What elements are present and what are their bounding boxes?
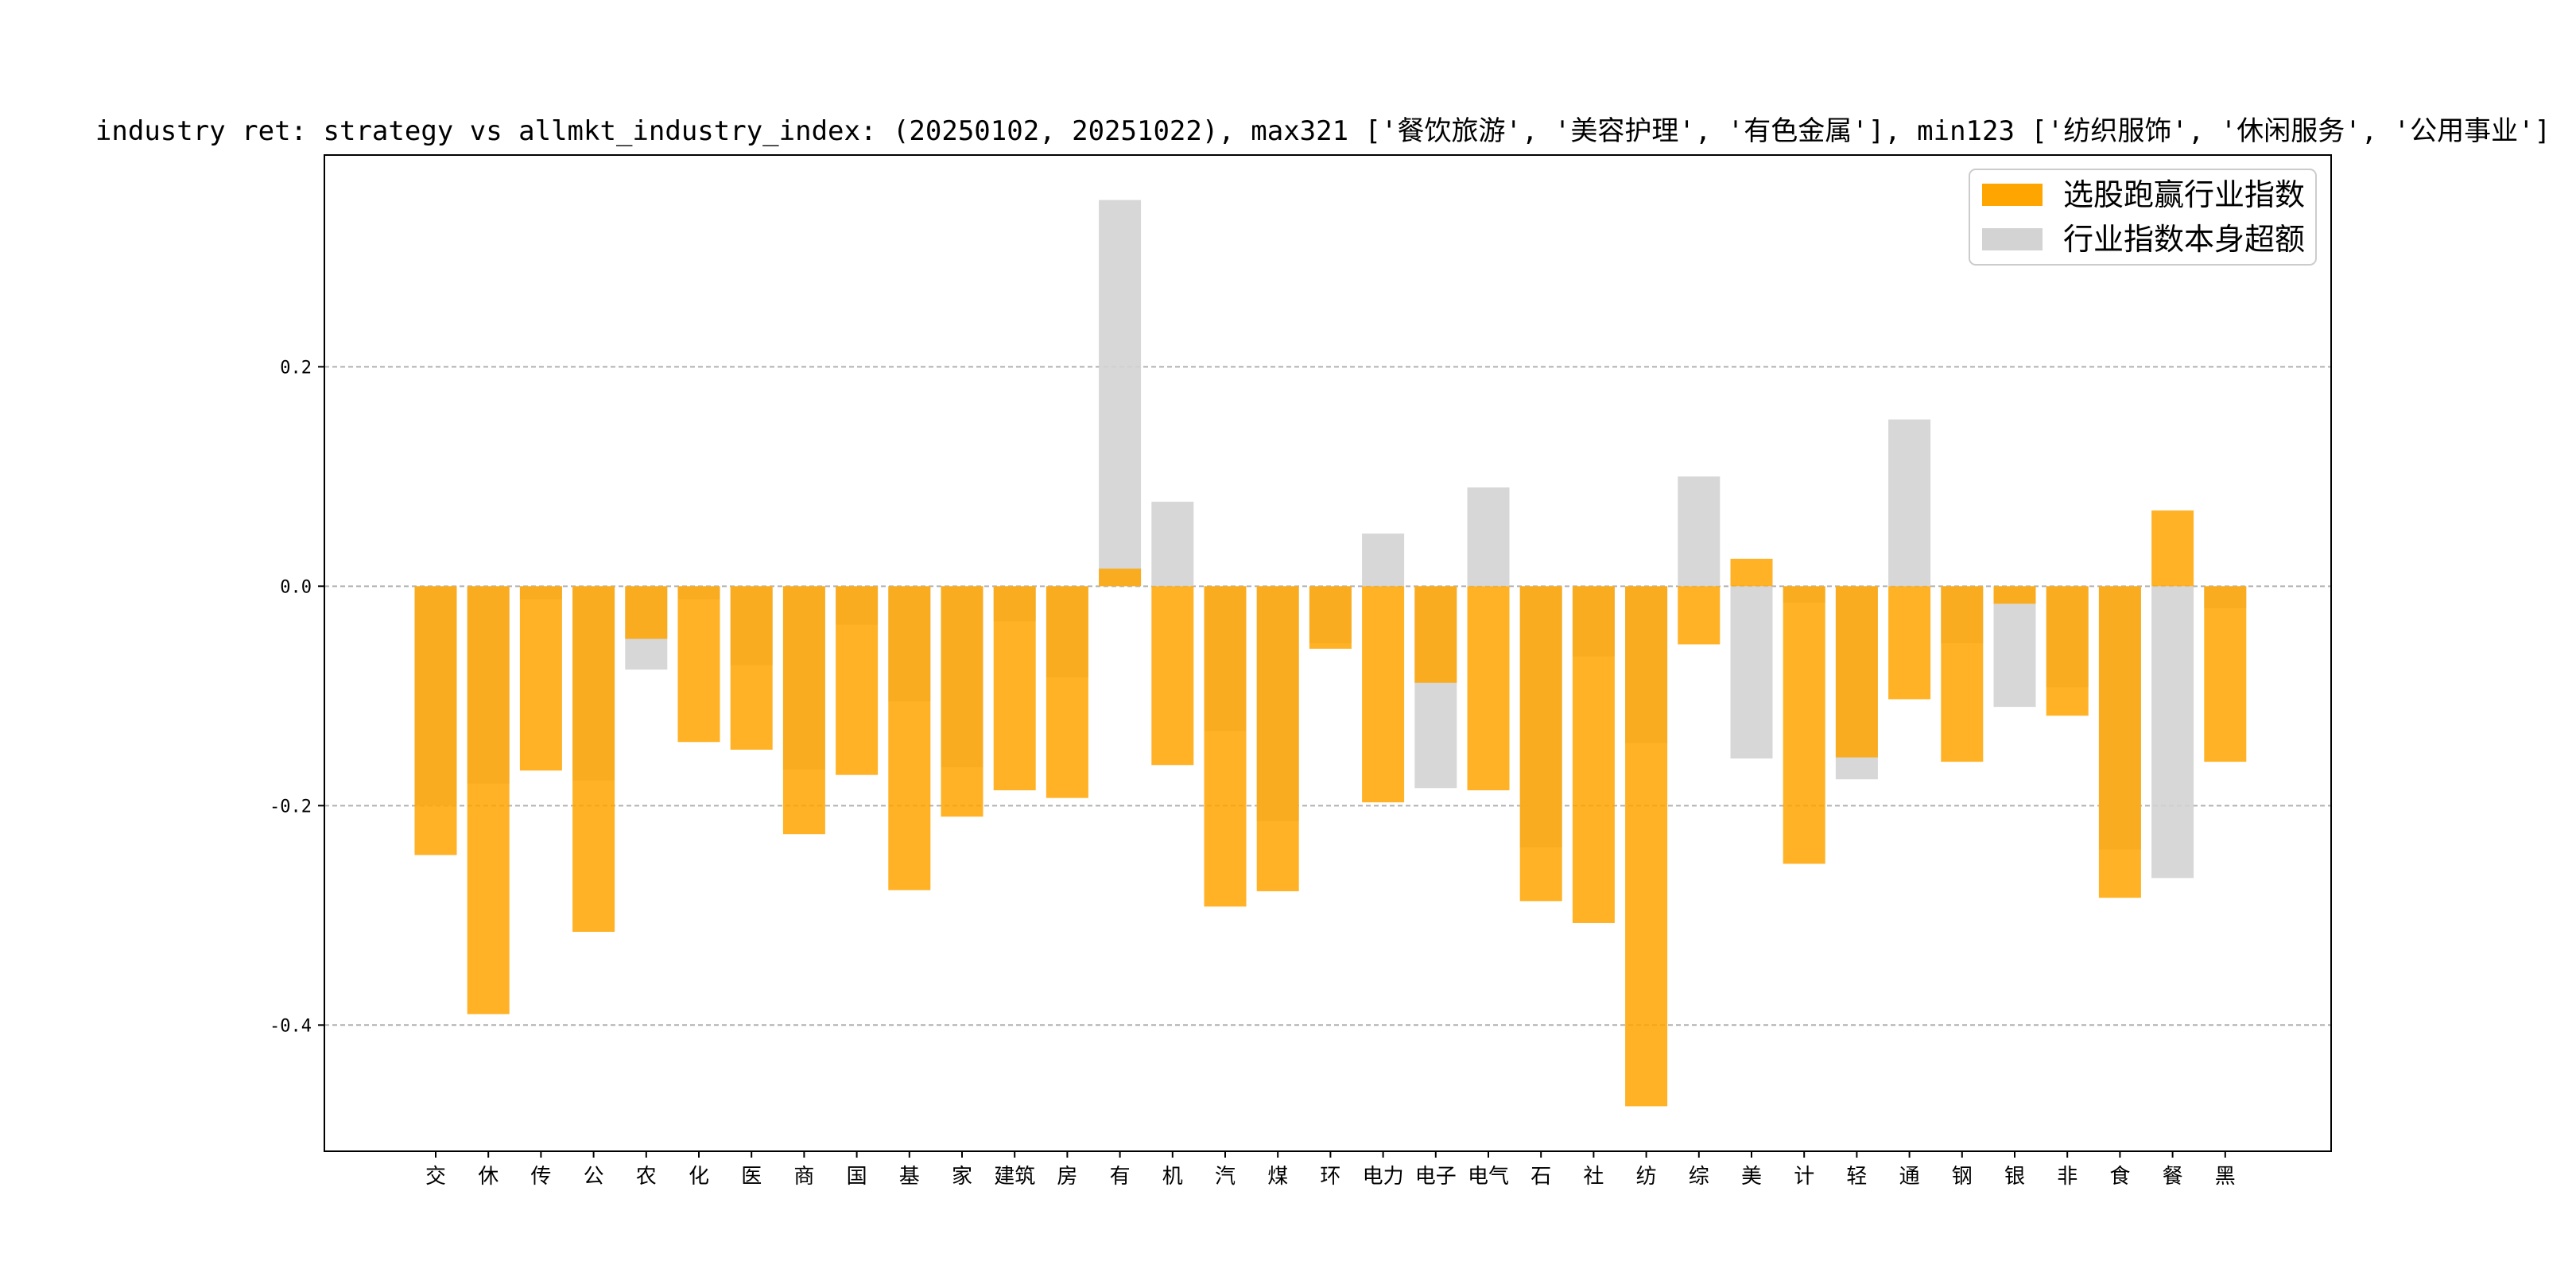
x-tick-label: 家 (952, 1165, 972, 1189)
x-tick-label: 农 (636, 1165, 657, 1189)
series-stock-selection-beat (414, 510, 2247, 1107)
x-tick-label: 有 (1110, 1165, 1131, 1189)
bar-stock-selection-beat (414, 586, 457, 855)
x-tick-label: 轻 (1846, 1165, 1867, 1189)
x-tick-label: 电力 (1363, 1165, 1404, 1189)
legend-label-stock-selection: 选股跑赢行业指数 (2063, 177, 2305, 212)
bar-stock-selection-beat (1467, 586, 1510, 790)
x-tick-label: 国 (847, 1165, 867, 1189)
y-tick-label: 0.2 (280, 358, 312, 378)
bar-stock-selection-beat (2046, 586, 2089, 716)
bar-stock-selection-beat (1572, 586, 1615, 923)
bar-industry-index-excess (1993, 586, 2036, 708)
bar-stock-selection-beat (1046, 586, 1088, 798)
bar-stock-selection-beat (677, 586, 720, 743)
x-tick-label: 煤 (1267, 1165, 1288, 1189)
bar-stock-selection-beat (1362, 586, 1405, 803)
x-tick-label: 纺 (1636, 1165, 1657, 1189)
bar-stock-selection-beat (1730, 558, 1773, 587)
bar-stock-selection-beat (1678, 586, 1721, 645)
x-tick-label: 公 (584, 1165, 604, 1189)
x-tick-label: 食 (2109, 1165, 2130, 1189)
bar-stock-selection-beat (1204, 586, 1247, 907)
bar-stock-selection-beat (519, 586, 562, 771)
x-axis: 交 休 传 公 农 化 医 商 国 基 家建筑房 有 机 汽 煤 环电力 电子 电气石 社 纺 综 美 计 轻 通 钢 银 非 食 餐 黑 (425, 1151, 2236, 1189)
bar-stock-selection-beat (2204, 586, 2247, 762)
x-tick-label: 餐 (2163, 1165, 2183, 1189)
x-tick-label: 非 (2057, 1165, 2077, 1189)
x-tick-label: 化 (689, 1165, 709, 1189)
x-tick-label: 社 (1583, 1165, 1604, 1189)
legend-frame (1969, 169, 2317, 266)
bar-stock-selection-beat (1993, 586, 2036, 604)
bar-stock-selection-beat (467, 586, 510, 1014)
x-tick-label: 银 (2004, 1165, 2025, 1189)
bar-stock-selection-beat (836, 586, 879, 775)
bar-stock-selection-beat (1414, 586, 1457, 683)
x-tick-label: 汽 (1215, 1165, 1236, 1189)
x-tick-label: 黑 (2215, 1165, 2236, 1189)
bar-stock-selection-beat (1519, 586, 1562, 902)
x-tick-label: 机 (1162, 1165, 1183, 1189)
bar-stock-selection-beat (888, 586, 931, 890)
x-tick-label: 传 (530, 1165, 551, 1189)
x-tick-label: 交 (425, 1165, 446, 1189)
bar-stock-selection-beat (1835, 586, 1878, 758)
bar-stock-selection-beat (572, 586, 615, 933)
x-tick-label: 基 (899, 1165, 920, 1189)
series-industry-index-excess (414, 200, 2247, 879)
y-tick-label: -0.4 (270, 1016, 312, 1036)
bar-stock-selection-beat (625, 586, 668, 639)
bar-stock-selection-beat (1625, 586, 1668, 1107)
y-tick-label: 0.0 (280, 577, 312, 597)
x-tick-label: 建筑 (994, 1165, 1035, 1189)
bar-stock-selection-beat (1309, 586, 1352, 649)
bar-industry-index-excess (1099, 200, 1142, 587)
bar-stock-selection-beat (730, 586, 773, 750)
bar-stock-selection-beat (1256, 586, 1299, 891)
bar-stock-selection-beat (2098, 586, 2141, 898)
bar-industry-index-excess (1678, 476, 1721, 587)
bar-industry-index-excess (1888, 419, 1931, 587)
y-tick-label: -0.2 (270, 797, 312, 817)
x-tick-label: 环 (1320, 1165, 1340, 1189)
x-tick-label: 商 (793, 1165, 814, 1189)
bar-stock-selection-beat (941, 586, 983, 817)
bar-industry-index-excess (1151, 502, 1194, 587)
bar-stock-selection-beat (1783, 586, 1825, 864)
x-tick-label: 电气 (1468, 1165, 1509, 1189)
legend-swatch-stock-selection (1982, 184, 2043, 206)
legend: 选股跑赢行业指数 行业指数本身超额 (1969, 169, 2317, 266)
chart-title: industry ret: strategy vs allmkt_industr… (95, 115, 2551, 147)
x-tick-label: 综 (1689, 1165, 1709, 1189)
y-axis: -0.4 -0.2 0.0 0.2 (270, 358, 324, 1036)
bar-stock-selection-beat (1941, 586, 1984, 762)
bar-stock-selection-beat (1099, 568, 1142, 587)
bar-industry-index-excess (1362, 533, 1405, 587)
x-tick-label: 美 (1741, 1165, 1762, 1189)
bar-industry-index-excess (1467, 487, 1510, 587)
x-tick-label: 休 (478, 1165, 499, 1189)
x-tick-label: 石 (1530, 1165, 1551, 1189)
bar-stock-selection-beat (993, 586, 1036, 790)
bar-stock-selection-beat (782, 586, 825, 835)
x-tick-label: 钢 (1952, 1165, 1973, 1189)
legend-label-industry-index: 行业指数本身超额 (2063, 222, 2305, 257)
x-tick-label: 医 (741, 1165, 762, 1189)
bar-industry-index-excess (2151, 586, 2194, 879)
bar-stock-selection-beat (2151, 510, 2194, 587)
bar-industry-index-excess (1730, 586, 1773, 758)
x-tick-label: 电子 (1415, 1165, 1457, 1189)
bar-stock-selection-beat (1151, 586, 1194, 766)
x-tick-label: 计 (1794, 1165, 1814, 1189)
plot-area-frame (324, 154, 2332, 1152)
legend-swatch-industry-index (1982, 228, 2043, 250)
x-tick-label: 房 (1057, 1165, 1077, 1189)
x-tick-label: 通 (1899, 1165, 1920, 1189)
bar-stock-selection-beat (1888, 586, 1931, 700)
